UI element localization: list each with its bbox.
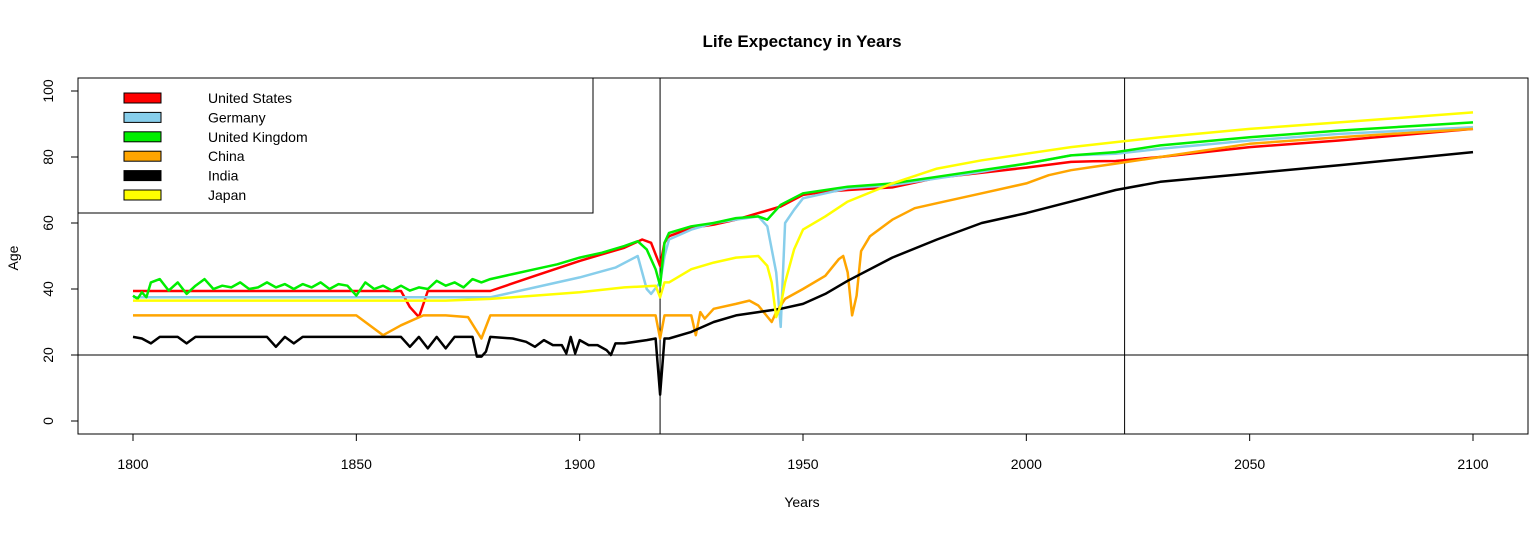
x-tick-label: 2100 xyxy=(1457,456,1488,472)
y-axis: 0 20 40 60 80 100 xyxy=(40,79,79,425)
x-tick-label: 1900 xyxy=(564,456,595,472)
legend-label-india: India xyxy=(208,168,239,184)
legend-label-germany: Germany xyxy=(208,109,266,125)
x-tick-label: 2050 xyxy=(1234,456,1265,472)
x-tick-label: 2000 xyxy=(1011,456,1042,472)
legend-label-china: China xyxy=(208,148,245,164)
y-tick-label: 80 xyxy=(40,149,56,165)
x-tick-label: 1850 xyxy=(341,456,372,472)
y-tick-label: 40 xyxy=(40,281,56,297)
legend: United States Germany United Kingdom China I… xyxy=(77,77,594,214)
legend-swatch-india xyxy=(123,170,162,182)
series-line-india xyxy=(132,150,1474,396)
series-line-united-kingdom xyxy=(132,121,1474,301)
chart-title: Life Expectancy in Years xyxy=(702,32,901,51)
legend-swatch-united-kingdom xyxy=(123,131,162,143)
x-tick-label: 1950 xyxy=(787,456,818,472)
legend-label-united-states: United States xyxy=(208,90,292,106)
series-line-japan xyxy=(133,111,1474,319)
legend-label-japan: Japan xyxy=(208,187,246,203)
x-axis-label: Years xyxy=(784,494,819,510)
y-tick-label: 20 xyxy=(40,347,56,363)
legend-swatch-united-states xyxy=(123,92,162,104)
y-tick-label: 0 xyxy=(40,417,56,425)
legend-swatch-china xyxy=(123,150,162,162)
series-layer xyxy=(132,111,1474,396)
x-axis: 1800 1850 1900 1950 2000 2050 2100 xyxy=(117,433,1489,472)
y-tick-label: 100 xyxy=(40,79,56,103)
legend-swatch-japan xyxy=(123,189,162,201)
legend-swatch-germany xyxy=(123,111,162,123)
y-tick-label: 60 xyxy=(40,215,56,231)
x-tick-label: 1800 xyxy=(117,456,148,472)
legend-label-united-kingdom: United Kingdom xyxy=(208,129,308,145)
reference-lines xyxy=(78,78,1528,434)
legend-box xyxy=(77,77,594,214)
y-axis-label: Age xyxy=(5,245,21,270)
